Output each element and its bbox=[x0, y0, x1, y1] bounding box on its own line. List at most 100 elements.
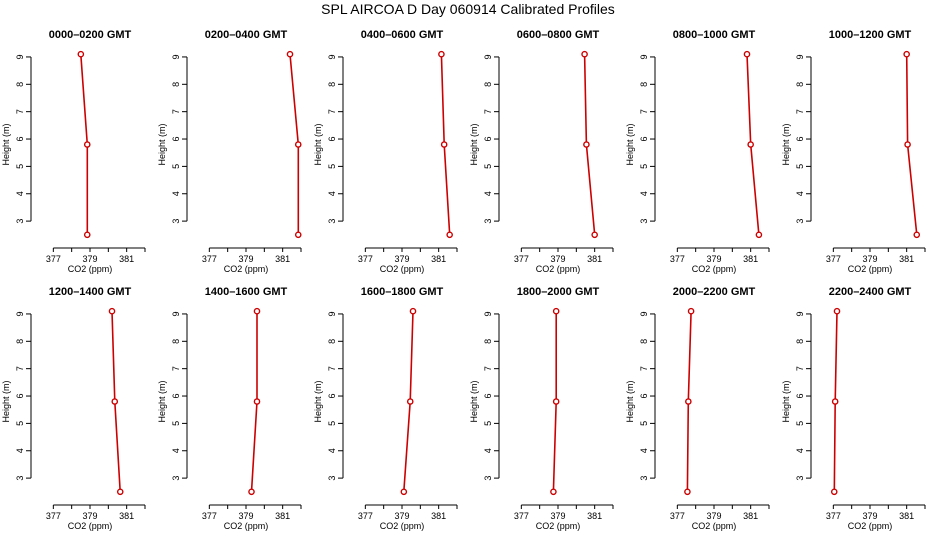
data-point bbox=[400, 488, 408, 496]
y-tick-label: 8 bbox=[171, 82, 181, 87]
y-tick-label: 4 bbox=[639, 448, 649, 453]
y-tick-label: 5 bbox=[171, 421, 181, 426]
panel-title: 1800–2000 GMT bbox=[517, 286, 600, 298]
y-axis-label: Height (m) bbox=[625, 123, 635, 165]
y-tick-label: 7 bbox=[15, 109, 25, 114]
data-point bbox=[685, 398, 692, 405]
y-tick-label: 4 bbox=[639, 191, 649, 196]
data-point bbox=[904, 141, 911, 148]
panel-title: 2000–2200 GMT bbox=[673, 286, 756, 298]
data-point bbox=[286, 50, 294, 58]
x-tick-label: 379 bbox=[394, 254, 409, 264]
data-point bbox=[833, 307, 841, 315]
y-tick-label: 3 bbox=[795, 476, 805, 481]
y-tick-label: 3 bbox=[15, 476, 25, 481]
y-tick-label: 7 bbox=[15, 366, 25, 371]
data-point bbox=[116, 488, 124, 496]
y-tick-label: 5 bbox=[171, 164, 181, 169]
x-tick-label: 379 bbox=[550, 511, 565, 521]
x-axis-label: CO2 (ppm) bbox=[380, 264, 425, 274]
y-tick-label: 9 bbox=[171, 54, 181, 59]
data-point bbox=[583, 141, 590, 148]
x-tick-label: 379 bbox=[862, 511, 877, 521]
x-tick-label: 381 bbox=[431, 511, 446, 521]
x-tick-label: 379 bbox=[238, 511, 253, 521]
y-axis-label: Height (m) bbox=[781, 123, 791, 165]
x-tick-label: 377 bbox=[670, 254, 685, 264]
data-point bbox=[687, 307, 695, 315]
panel-title: 1400–1600 GMT bbox=[205, 286, 288, 298]
x-axis-label: CO2 (ppm) bbox=[848, 264, 893, 274]
y-tick-label: 6 bbox=[327, 394, 337, 399]
y-tick-label: 7 bbox=[327, 366, 337, 371]
y-axis-label: Height (m) bbox=[157, 123, 167, 165]
profile-panel: 2000–2200 GMT 3 4 5 6 7 8 9 Height (m) 377 379 381 C… bbox=[625, 286, 770, 531]
y-tick-label: 4 bbox=[327, 448, 337, 453]
data-point bbox=[253, 307, 261, 315]
y-axis-label: Height (m) bbox=[469, 123, 479, 165]
data-point bbox=[440, 141, 448, 148]
y-tick-label: 4 bbox=[795, 191, 805, 196]
figure-title: SPL AIRCOA D Day 060914 Calibrated Profi… bbox=[321, 1, 615, 17]
x-tick-label: 379 bbox=[706, 254, 721, 264]
x-tick-label: 381 bbox=[743, 254, 758, 264]
y-tick-label: 5 bbox=[795, 164, 805, 169]
y-tick-label: 6 bbox=[795, 137, 805, 142]
data-point bbox=[409, 307, 417, 315]
data-point bbox=[830, 488, 838, 496]
y-tick-label: 4 bbox=[171, 448, 181, 453]
y-tick-label: 7 bbox=[795, 366, 805, 371]
panel-title: 0000–0200 GMT bbox=[49, 29, 132, 41]
y-tick-label: 5 bbox=[15, 421, 25, 426]
y-tick-label: 3 bbox=[171, 219, 181, 224]
y-tick-label: 7 bbox=[483, 366, 493, 371]
y-tick-label: 8 bbox=[483, 339, 493, 344]
y-tick-label: 5 bbox=[795, 421, 805, 426]
y-tick-label: 7 bbox=[327, 109, 337, 114]
y-tick-label: 7 bbox=[483, 109, 493, 114]
y-tick-label: 7 bbox=[639, 109, 649, 114]
x-tick-label: 381 bbox=[431, 254, 446, 264]
x-tick-label: 377 bbox=[46, 254, 61, 264]
y-tick-label: 3 bbox=[15, 219, 25, 224]
y-tick-label: 8 bbox=[327, 82, 337, 87]
y-tick-label: 3 bbox=[327, 476, 337, 481]
y-tick-label: 3 bbox=[483, 476, 493, 481]
x-tick-label: 381 bbox=[119, 511, 134, 521]
x-axis-label: CO2 (ppm) bbox=[848, 521, 893, 531]
y-axis-label: Height (m) bbox=[781, 380, 791, 422]
x-axis-label: CO2 (ppm) bbox=[692, 264, 737, 274]
x-tick-label: 381 bbox=[275, 511, 290, 521]
y-tick-label: 7 bbox=[639, 366, 649, 371]
y-tick-label: 6 bbox=[483, 137, 493, 142]
x-tick-label: 377 bbox=[514, 254, 529, 264]
y-axis-label: Height (m) bbox=[625, 380, 635, 422]
x-tick-label: 381 bbox=[587, 511, 602, 521]
y-tick-label: 5 bbox=[483, 421, 493, 426]
x-axis-label: CO2 (ppm) bbox=[224, 264, 269, 274]
y-tick-label: 6 bbox=[171, 394, 181, 399]
x-axis-label: CO2 (ppm) bbox=[536, 264, 581, 274]
x-tick-label: 381 bbox=[587, 254, 602, 264]
y-axis-label: Height (m) bbox=[313, 123, 323, 165]
y-tick-label: 9 bbox=[483, 54, 493, 59]
profile-panel: 2200–2400 GMT 3 4 5 6 7 8 9 Height (m) 377 379 381 C… bbox=[781, 286, 926, 531]
y-tick-label: 6 bbox=[639, 394, 649, 399]
y-axis-label: Height (m) bbox=[157, 380, 167, 422]
panel-title: 1000–1200 GMT bbox=[829, 29, 912, 41]
data-point bbox=[294, 231, 302, 239]
x-tick-label: 377 bbox=[670, 511, 685, 521]
data-point bbox=[913, 231, 921, 239]
y-tick-label: 6 bbox=[795, 394, 805, 399]
y-tick-label: 5 bbox=[327, 164, 337, 169]
y-tick-label: 8 bbox=[483, 82, 493, 87]
panel-title: 0400–0600 GMT bbox=[361, 29, 444, 41]
panel-title: 1600–1800 GMT bbox=[361, 286, 444, 298]
data-point bbox=[83, 141, 91, 148]
profile-panel: 1000–1200 GMT 3 4 5 6 7 8 9 Height (m) 377 379 381 C… bbox=[781, 29, 926, 274]
x-tick-label: 377 bbox=[826, 511, 841, 521]
profile-panel: 1200–1400 GMT 3 4 5 6 7 8 9 Height (m) 377 379 381 C… bbox=[1, 286, 146, 531]
x-tick-label: 377 bbox=[202, 254, 217, 264]
profile-panel: 0000–0200 GMT 3 4 5 6 7 8 9 Height (m) 377 379 381 C… bbox=[1, 29, 146, 274]
panel-title: 2200–2400 GMT bbox=[829, 286, 912, 298]
